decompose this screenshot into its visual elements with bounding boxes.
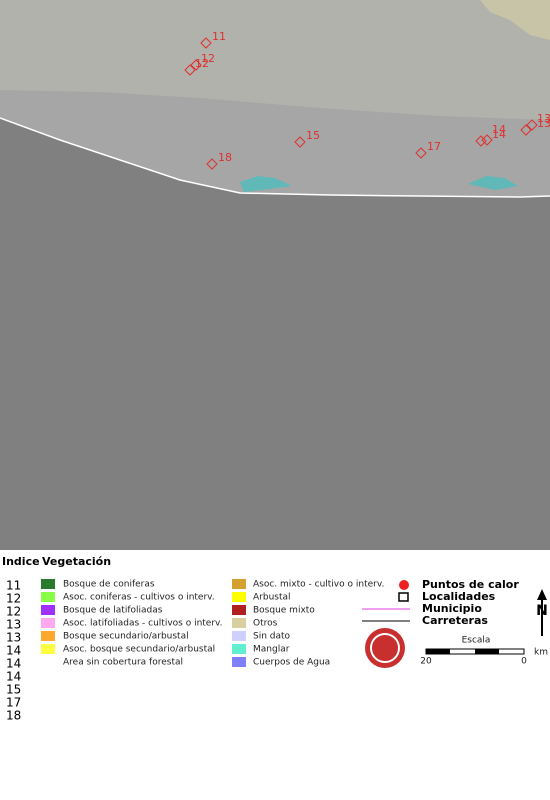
vegetation-title: Vegetación [42,555,111,568]
index-item: 18 [6,709,21,723]
lagoon [240,176,292,192]
symbol-label: Municipio [422,602,482,615]
hotspot-label: 15 [306,129,320,142]
vegetation-label: Manglar [253,645,290,655]
hotspot-label: 13 [537,117,550,130]
hotspot-label: 11 [212,30,226,43]
scale-seg [475,649,499,654]
hotspot-marker [206,158,218,170]
vegetation-label: Cuerpos de Agua [253,658,330,668]
vegetation-label: Asoc. mixto - cultivo o interv. [253,580,384,590]
scale-unit: km [534,648,548,658]
vegetation-label: Bosque de latifoliadas [63,606,163,616]
hotspot-label: 14 [492,123,506,136]
symbol-label: Localidades [422,590,496,603]
hotspot-symbol [399,580,409,590]
hotspot-label: 14 [492,128,506,141]
index-item: 14 [6,644,21,658]
vegetation-swatch [232,618,246,628]
hotspot-label: 13 [537,112,550,125]
symbol-label: Carreteras [422,614,488,627]
hotspot-marker [200,37,212,49]
hotspot-label: 12 [195,57,209,70]
vegetation-swatch [232,579,246,589]
symbol-label: Puntos de calor [422,578,519,591]
hotspot-label: 18 [218,151,232,164]
index-item: 14 [6,670,21,684]
scale-end: 0 [521,657,527,667]
scale-seg [426,649,450,654]
locality-symbol [398,592,409,602]
scale-start: 20 [420,657,432,667]
land-upper [0,0,550,120]
hotspot-marker [294,136,306,148]
hotspot-marker [481,134,493,146]
coastline [0,117,550,198]
index-item: 12 [6,592,21,606]
lagoon [468,176,518,190]
vegetation-label: Sin dato [253,632,291,642]
vegetation-label: Bosque secundario/arbustal [63,632,189,642]
index-item: 12 [6,605,21,619]
vegetation-label: Asoc. latifoliadas - cultivos o interv. [63,619,223,629]
north-arrow [537,589,547,600]
index-item: 13 [6,631,21,645]
index-item: 11 [6,579,21,593]
index-item: 17 [6,696,21,710]
hotspot-label: 17 [427,140,441,153]
vegetation-swatch [41,631,55,641]
index-item: 14 [6,657,21,671]
vegetation-label: Asoc. bosque secundario/arbustal [63,645,215,655]
vegetation-label: Asoc. coniferas - cultivos o interv. [63,593,215,603]
logo-ring [370,633,400,663]
vegetation-label: Bosque mixto [253,606,315,616]
mountains [480,0,550,40]
vegetation-label: Arbustal [253,593,291,603]
hotspot-marker [520,124,532,136]
vegetation-label: Area sin cobertura forestal [63,658,183,668]
vegetation-swatch [41,644,55,654]
vegetation-swatch [41,592,55,602]
vegetation-swatch [41,579,55,589]
index-item: 13 [6,618,21,632]
vegetation-swatch [232,605,246,615]
vegetation-swatch [232,657,246,667]
hotspot-marker [415,147,427,159]
north-label: N [536,603,548,619]
vegetation-swatch [232,592,246,602]
vegetation-swatch [232,644,246,654]
vegetation-swatch [41,618,55,628]
hotspot-label: 12 [201,52,215,65]
vegetation-swatch [41,605,55,615]
hotspot-marker [184,64,196,76]
index-item: 15 [6,683,21,697]
vegetation-label: Otros [253,619,278,629]
index-title: Indice [2,555,40,568]
hotspot-marker [526,119,538,131]
vegetation-label: Bosque de coniferas [63,580,155,590]
vegetation-swatch [232,631,246,641]
hotspot-marker [475,135,487,147]
scale-title: Escala [462,636,491,646]
hotspot-marker [190,59,202,71]
